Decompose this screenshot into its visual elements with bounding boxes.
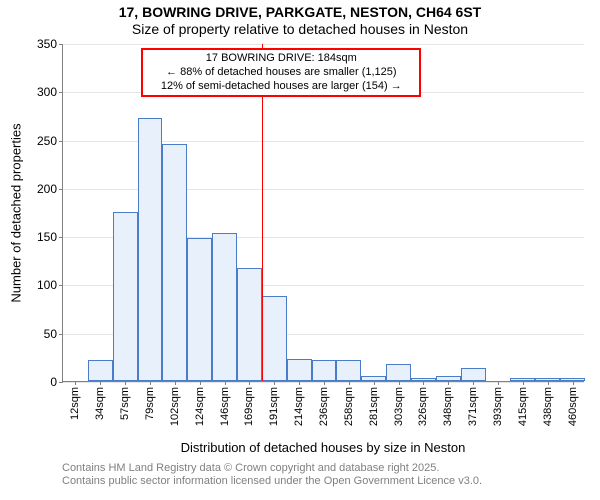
histogram-bar bbox=[262, 296, 287, 381]
xtick-mark bbox=[100, 381, 101, 385]
xtick-label: 326sqm bbox=[417, 387, 429, 426]
xtick-label: 146sqm bbox=[219, 387, 231, 426]
histogram-bar bbox=[237, 268, 262, 381]
xtick-label: 393sqm bbox=[492, 387, 504, 426]
xtick-mark bbox=[399, 381, 400, 385]
xtick-mark bbox=[75, 381, 76, 385]
xtick-mark bbox=[274, 381, 275, 385]
x-axis-label: Distribution of detached houses by size … bbox=[181, 440, 466, 455]
xtick-mark bbox=[150, 381, 151, 385]
plot-area: 05010015020025030035012sqm34sqm57sqm79sq… bbox=[62, 44, 584, 382]
histogram-bar bbox=[162, 144, 187, 381]
ytick-label: 0 bbox=[50, 375, 57, 389]
xtick-label: 438sqm bbox=[542, 387, 554, 426]
gridline-h bbox=[63, 44, 584, 45]
xtick-label: 102sqm bbox=[169, 387, 181, 426]
histogram-bar bbox=[187, 238, 212, 381]
histogram-bar bbox=[287, 359, 312, 381]
xtick-label: 348sqm bbox=[442, 387, 454, 426]
ytick-mark bbox=[59, 189, 63, 190]
xtick-label: 34sqm bbox=[94, 387, 106, 420]
xtick-mark bbox=[324, 381, 325, 385]
xtick-mark bbox=[523, 381, 524, 385]
histogram-bar bbox=[138, 118, 163, 381]
annotation-box: 17 BOWRING DRIVE: 184sqm← 88% of detache… bbox=[141, 48, 421, 97]
chart-container: 17, BOWRING DRIVE, PARKGATE, NESTON, CH6… bbox=[0, 0, 600, 500]
histogram-bar bbox=[386, 364, 411, 381]
xtick-mark bbox=[125, 381, 126, 385]
histogram-bar bbox=[461, 368, 486, 381]
xtick-mark bbox=[225, 381, 226, 385]
annotation-line1: 17 BOWRING DRIVE: 184sqm bbox=[147, 52, 415, 66]
xtick-mark bbox=[448, 381, 449, 385]
chart-title-line1: 17, BOWRING DRIVE, PARKGATE, NESTON, CH6… bbox=[0, 4, 600, 21]
xtick-label: 303sqm bbox=[393, 387, 405, 426]
xtick-label: 57sqm bbox=[119, 387, 131, 420]
ytick-label: 200 bbox=[37, 182, 57, 196]
ytick-mark bbox=[59, 285, 63, 286]
annotation-line2: ← 88% of detached houses are smaller (1,… bbox=[147, 66, 415, 80]
xtick-mark bbox=[423, 381, 424, 385]
histogram-bar bbox=[113, 212, 138, 381]
histogram-bar bbox=[212, 233, 237, 381]
xtick-mark bbox=[175, 381, 176, 385]
xtick-label: 415sqm bbox=[517, 387, 529, 426]
annotation-line3: 12% of semi-detached houses are larger (… bbox=[147, 80, 415, 94]
xtick-label: 258sqm bbox=[343, 387, 355, 426]
ytick-label: 350 bbox=[37, 37, 57, 51]
xtick-label: 12sqm bbox=[69, 387, 81, 420]
ytick-mark bbox=[59, 141, 63, 142]
chart-title-line2: Size of property relative to detached ho… bbox=[0, 21, 600, 38]
xtick-mark bbox=[374, 381, 375, 385]
xtick-label: 214sqm bbox=[293, 387, 305, 426]
xtick-label: 281sqm bbox=[368, 387, 380, 426]
xtick-label: 79sqm bbox=[144, 387, 156, 420]
footer-line1: Contains HM Land Registry data © Crown c… bbox=[62, 462, 482, 475]
title-block: 17, BOWRING DRIVE, PARKGATE, NESTON, CH6… bbox=[0, 4, 600, 38]
xtick-label: 371sqm bbox=[467, 387, 479, 426]
ytick-mark bbox=[59, 92, 63, 93]
xtick-label: 460sqm bbox=[567, 387, 579, 426]
xtick-mark bbox=[349, 381, 350, 385]
xtick-label: 124sqm bbox=[194, 387, 206, 426]
ytick-mark bbox=[59, 237, 63, 238]
footer-attribution: Contains HM Land Registry data © Crown c… bbox=[62, 462, 482, 488]
ytick-label: 300 bbox=[37, 85, 57, 99]
histogram-bar bbox=[312, 360, 337, 381]
xtick-mark bbox=[498, 381, 499, 385]
ytick-mark bbox=[59, 44, 63, 45]
xtick-label: 191sqm bbox=[268, 387, 280, 426]
ytick-mark bbox=[59, 334, 63, 335]
xtick-label: 169sqm bbox=[243, 387, 255, 426]
footer-line2: Contains public sector information licen… bbox=[62, 475, 482, 488]
xtick-mark bbox=[548, 381, 549, 385]
ytick-label: 50 bbox=[44, 327, 57, 341]
xtick-mark bbox=[299, 381, 300, 385]
y-axis-label: Number of detached properties bbox=[9, 123, 24, 302]
xtick-mark bbox=[473, 381, 474, 385]
xtick-mark bbox=[200, 381, 201, 385]
histogram-bar bbox=[336, 360, 361, 381]
xtick-mark bbox=[573, 381, 574, 385]
xtick-mark bbox=[249, 381, 250, 385]
xtick-label: 236sqm bbox=[318, 387, 330, 426]
ytick-label: 100 bbox=[37, 278, 57, 292]
ytick-label: 150 bbox=[37, 230, 57, 244]
ytick-mark bbox=[59, 382, 63, 383]
histogram-bar bbox=[88, 360, 113, 381]
ytick-label: 250 bbox=[37, 134, 57, 148]
